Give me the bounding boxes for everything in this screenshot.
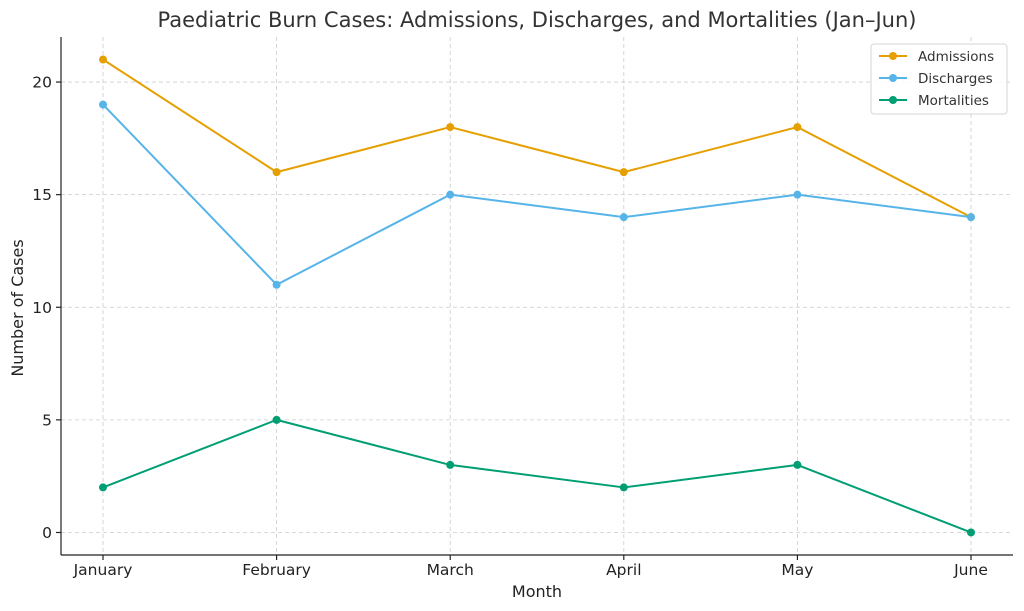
y-tick-label: 20 — [32, 74, 52, 92]
series-lines — [99, 55, 975, 537]
discharges-point — [272, 280, 281, 289]
admissions-point — [619, 168, 628, 177]
y-axis-label: Number of Cases — [8, 239, 27, 376]
y-tick-label: 10 — [32, 299, 52, 317]
legend-item-admissions: Admissions — [879, 49, 994, 65]
admissions-point — [272, 168, 281, 177]
admissions-point — [793, 123, 802, 132]
series-mortalities — [99, 415, 975, 537]
mortalities-point — [967, 528, 975, 537]
chart-title: Paediatric Burn Cases: Admissions, Disch… — [157, 8, 916, 32]
x-tick-label: May — [781, 561, 813, 579]
x-tick-label: March — [427, 561, 474, 579]
legend-label: Admissions — [918, 49, 994, 65]
mortalities-point — [619, 483, 628, 492]
legend-box — [870, 43, 1008, 115]
y-tick-label: 15 — [32, 186, 52, 204]
admissions-point — [446, 123, 455, 132]
x-tick-label: February — [242, 561, 311, 579]
discharges-point — [967, 213, 975, 222]
legend-item-discharges: Discharges — [879, 71, 993, 87]
mortalities-point — [793, 460, 802, 469]
mortalities-point — [446, 460, 455, 469]
axes: January February March April May June 0 5 10 15 20 — [32, 37, 1013, 579]
legend-item-mortalities: Mortalities — [879, 93, 989, 109]
legend-label: Discharges — [918, 71, 993, 87]
mortalities-line — [102, 418, 972, 534]
discharges-point — [446, 190, 455, 199]
series-admissions — [99, 55, 975, 222]
mortalities-point — [99, 483, 107, 492]
legend-swatch-marker — [889, 52, 897, 60]
y-tick-label: 5 — [42, 411, 52, 429]
x-tick-label: June — [953, 561, 988, 579]
series-discharges — [99, 100, 975, 289]
admissions-point — [99, 55, 107, 64]
legend-swatch-marker — [889, 74, 897, 82]
x-axis-label: Month — [512, 582, 562, 601]
admissions-line — [102, 58, 972, 219]
legend-label: Mortalities — [918, 93, 989, 109]
discharges-line — [102, 103, 972, 286]
discharges-point — [99, 100, 107, 109]
x-tick-label: April — [606, 561, 641, 579]
grid-lines — [61, 37, 1013, 555]
mortalities-point — [272, 415, 281, 424]
legend: Admissions Discharges Mortalities — [870, 43, 1008, 115]
discharges-point — [619, 213, 628, 222]
legend-swatch-marker — [889, 96, 897, 104]
x-tick-label: January — [73, 561, 133, 579]
y-tick-label: 0 — [42, 524, 52, 542]
discharges-point — [793, 190, 802, 199]
